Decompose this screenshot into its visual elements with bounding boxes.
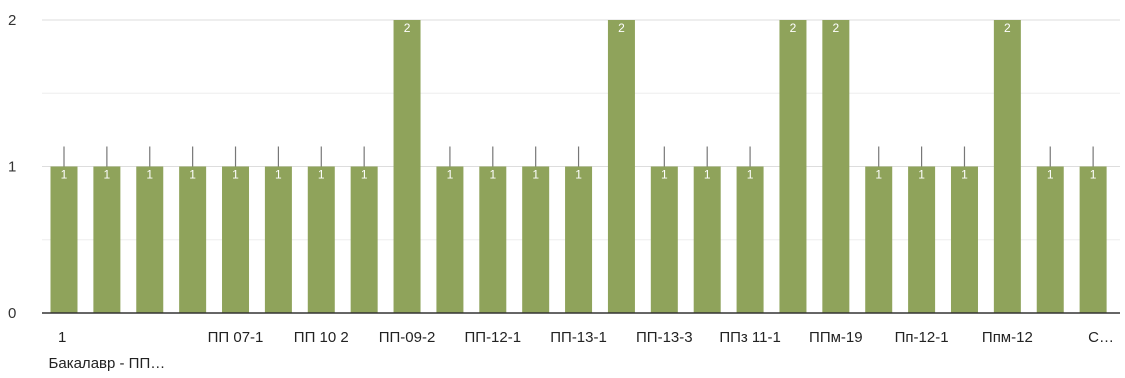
bar-value-label: 1 [704, 168, 711, 182]
x-category-label: 1 [58, 329, 66, 346]
bar [607, 20, 635, 313]
x-axis-labels: 1 Бакалавр - ПП… ПП 07-1 ПП 10 2 ПП-09-2 ПП-1… [49, 329, 1114, 372]
bars [50, 20, 1107, 313]
bar-value-label: 1 [489, 168, 496, 182]
bar [865, 166, 893, 313]
bar [779, 20, 807, 313]
bar-value-label: 1 [661, 168, 668, 182]
x-category-label: ППм-19 [809, 329, 863, 346]
bar-value-label: 1 [146, 168, 153, 182]
bar-value-label: 2 [790, 21, 797, 35]
bar-value-label: 1 [104, 168, 111, 182]
bar [950, 166, 978, 313]
bar-value-label: 1 [318, 168, 325, 182]
bar-value-label: 1 [1090, 168, 1097, 182]
bar [136, 166, 164, 313]
x-category-label: ПП 10 2 [294, 329, 349, 346]
bar [650, 166, 678, 313]
bar [307, 166, 335, 313]
bar-value-label: 1 [961, 168, 968, 182]
y-tick-label: 1 [8, 159, 16, 176]
bar-value-label: 1 [275, 168, 282, 182]
bar-value-label: 1 [875, 168, 882, 182]
bar [1079, 166, 1107, 313]
bar-value-label: 1 [232, 168, 239, 182]
bar-value-label: 2 [832, 21, 839, 35]
bar [522, 166, 550, 313]
bar-value-label: 1 [1047, 168, 1054, 182]
y-tick-label: 2 [8, 12, 16, 29]
bar-value-label: 2 [404, 21, 411, 35]
bar-value-label: 1 [361, 168, 368, 182]
bar-value-label: 1 [447, 168, 454, 182]
bar [350, 166, 378, 313]
bar-value-label: 1 [918, 168, 925, 182]
y-tick-label: 0 [8, 305, 16, 322]
x-category-label: ПП-09-2 [379, 329, 436, 346]
bar [50, 166, 78, 313]
y-axis-ticks: 0 1 2 [8, 12, 16, 322]
x-category-label: Ппм-12 [982, 329, 1033, 346]
bar-value-label: 1 [747, 168, 754, 182]
x-category-label: Пп-12-1 [895, 329, 949, 346]
x-category-label: ПП 07-1 [208, 329, 264, 346]
x-category-label: ПП-12-1 [465, 329, 522, 346]
bar [736, 166, 764, 313]
bar [1036, 166, 1064, 313]
bar [479, 166, 507, 313]
bar [222, 166, 250, 313]
bar-value-label: 1 [61, 168, 68, 182]
bar [908, 166, 936, 313]
bar [993, 20, 1021, 313]
bar [436, 166, 464, 313]
bar-value-label: 1 [189, 168, 196, 182]
x-category-label: Бакалавр - ПП… [49, 355, 166, 372]
x-category-label: С… [1088, 329, 1114, 346]
bar-value-label: 1 [575, 168, 582, 182]
bar-value-label: 2 [618, 21, 625, 35]
bar-data-labels: 1 1 1 1 1 1 1 1 2 1 1 1 1 2 1 1 1 2 2 1 1 1 2 1 1 [61, 21, 1097, 182]
bar [179, 166, 207, 313]
x-category-label: ПП-13-3 [636, 329, 693, 346]
bar [393, 20, 421, 313]
bar [565, 166, 593, 313]
bar-value-label: 1 [532, 168, 539, 182]
x-category-label: ПП-13-1 [550, 329, 607, 346]
x-category-label: ППз 11-1 [719, 329, 781, 346]
bar-value-label: 2 [1004, 21, 1011, 35]
bar [822, 20, 850, 313]
bar [693, 166, 721, 313]
bar [93, 166, 121, 313]
bar [264, 166, 292, 313]
error-bars [63, 146, 1094, 167]
